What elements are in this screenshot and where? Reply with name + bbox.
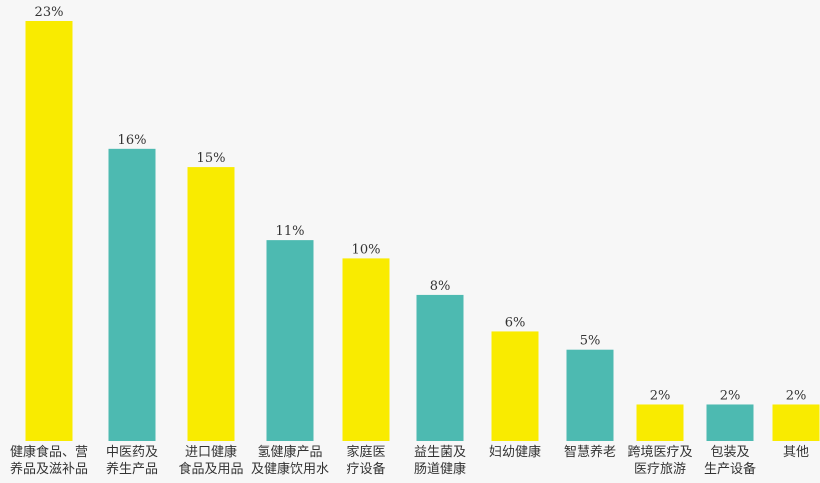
bar <box>706 404 754 441</box>
data-label: 2% <box>720 388 741 403</box>
category-label: 食品及用品 <box>178 461 243 477</box>
bar <box>491 331 539 441</box>
category-label: 肠道健康 <box>414 461 466 477</box>
category-label: 氢健康产品 <box>257 444 322 460</box>
bar <box>342 258 390 441</box>
category-label: 中医药及 <box>106 445 158 460</box>
bar <box>416 294 464 441</box>
category-label: 进口健康 <box>185 444 237 460</box>
category-label: 包装及 <box>710 445 749 460</box>
data-label: 16% <box>118 133 147 148</box>
category-label: 及健康饮用水 <box>251 461 329 477</box>
bar <box>772 404 820 441</box>
category-label: 家庭医 <box>346 444 385 460</box>
data-label: 15% <box>197 151 226 166</box>
category-label: 养品及滋补品 <box>10 461 88 477</box>
data-label: 5% <box>580 334 601 349</box>
bar <box>108 148 156 441</box>
category-label: 益生菌及 <box>414 445 466 460</box>
data-label: 2% <box>650 388 671 403</box>
data-label: 2% <box>786 388 807 403</box>
category-label: 其他 <box>783 445 809 460</box>
category-label: 疗设备 <box>346 461 385 477</box>
category-label: 医疗旅游 <box>634 462 686 477</box>
data-label: 6% <box>505 315 526 330</box>
bar <box>636 404 684 441</box>
data-label: 10% <box>352 242 381 257</box>
category-label: 养生产品 <box>106 461 158 477</box>
data-label: 8% <box>430 279 451 294</box>
bar <box>266 240 314 441</box>
data-label: 23% <box>35 5 64 20</box>
bar <box>25 21 73 441</box>
category-label: 生产设备 <box>704 461 756 477</box>
category-label: 智慧养老 <box>564 444 616 460</box>
category-label: 妇幼健康 <box>489 444 541 460</box>
category-label: 健康食品、营 <box>10 444 88 460</box>
category-label: 跨境医疗及 <box>627 445 692 460</box>
bar <box>187 167 235 441</box>
bar <box>566 349 614 441</box>
data-label: 11% <box>276 224 305 239</box>
